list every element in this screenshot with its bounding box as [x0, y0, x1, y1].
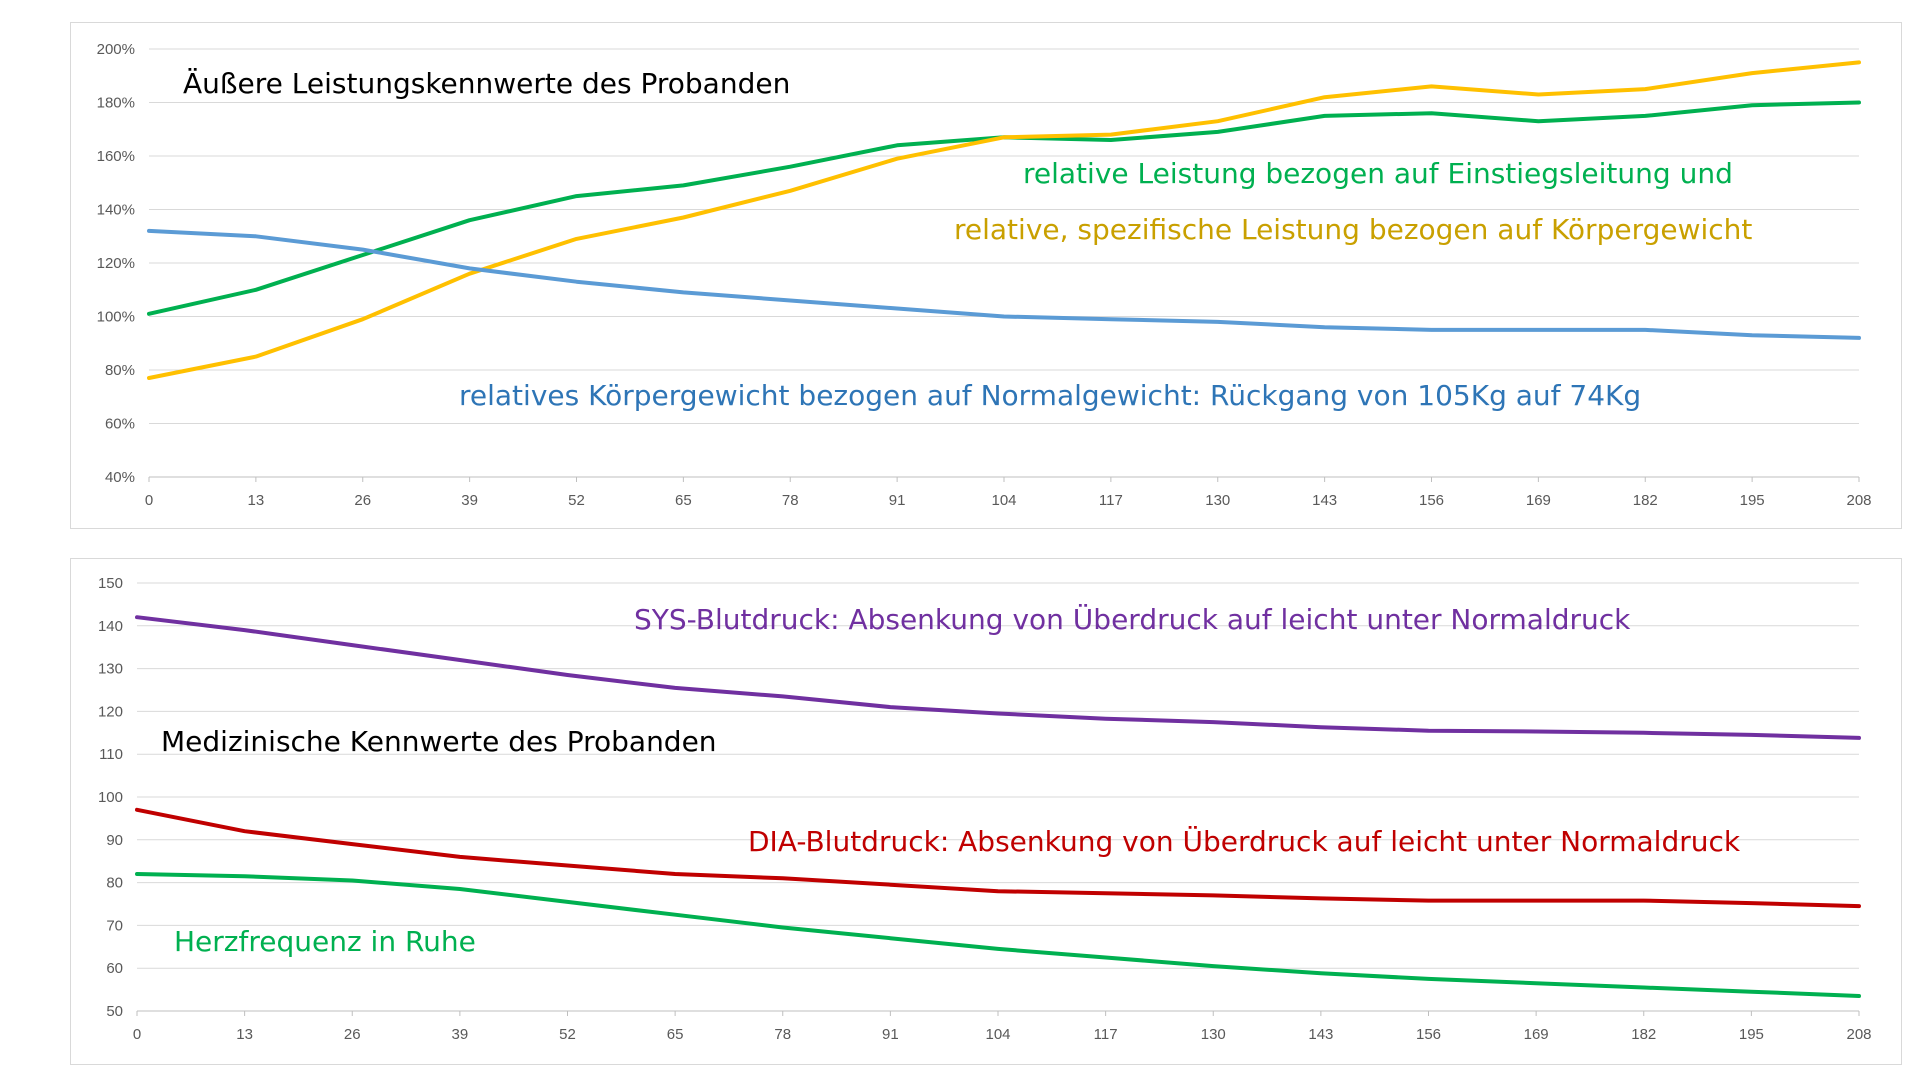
grid: [136, 582, 1860, 1016]
x-tick-label: 91: [889, 492, 906, 509]
annotation-relative-performance: relative Leistung bezogen auf Einstiegsl…: [1023, 157, 1733, 190]
performance-chart: 40% 60% 80% 100% 120% 140% 160% 180% 200% 0 13 26 3…: [97, 41, 1872, 509]
performance-chart-panel: 40% 60% 80% 100% 120% 140% 160% 180% 200% 0 13 26 3…: [70, 22, 1902, 529]
y-tick-label: 130: [98, 661, 123, 678]
chart-title: Äußere Leistungskennwerte des Probanden: [183, 67, 790, 100]
x-tick-label: 65: [675, 492, 692, 509]
y-tick-label: 70: [106, 917, 123, 934]
x-tick-label: 117: [1099, 492, 1123, 509]
x-tick-label: 143: [1312, 492, 1337, 509]
x-tick-label: 195: [1740, 492, 1765, 509]
x-tick-label: 52: [559, 1026, 576, 1043]
x-tick-label: 156: [1419, 492, 1444, 509]
y-tick-label: 180%: [97, 95, 135, 112]
series-line-1: [147, 60, 1861, 380]
chart-title: Medizinische Kennwerte des Probanden: [161, 725, 717, 758]
y-tick-label: 100%: [97, 309, 135, 326]
x-tick-label: 169: [1524, 1026, 1549, 1043]
grid: [148, 48, 1860, 482]
y-tick-label: 60: [106, 960, 123, 977]
medical-chart-panel: 50 60 70 80 90 100 110 120 130 140 150 0 13 26 39 52 65…: [70, 558, 1902, 1065]
x-axis-ticks: 0 13 26 39 52 65 78 91 104 117 130 143 156 169 182 195 2…: [133, 1026, 1872, 1043]
series-line-2: [147, 228, 1861, 340]
y-tick-label: 140%: [97, 202, 135, 219]
y-tick-label: 120: [98, 703, 123, 720]
x-tick-label: 208: [1846, 492, 1871, 509]
y-tick-label: 110: [99, 746, 123, 763]
y-axis-ticks: 40% 60% 80% 100% 120% 140% 160% 180% 200%: [97, 41, 135, 486]
series-lines: [135, 615, 1861, 998]
x-tick-label: 117: [1094, 1026, 1118, 1043]
y-tick-label: 120%: [97, 255, 135, 272]
y-tick-label: 90: [106, 832, 123, 849]
y-tick-label: 60%: [105, 416, 135, 433]
y-tick-label: 40%: [105, 469, 135, 486]
y-axis-ticks: 50 60 70 80 90 100 110 120 130 140 150: [98, 575, 123, 1020]
medical-chart: 50 60 70 80 90 100 110 120 130 140 150 0 13 26 39 52 65…: [98, 575, 1872, 1043]
series-line-0: [135, 615, 1861, 740]
series-line-0: [147, 100, 1861, 316]
x-axis-ticks: 0 13 26 39 52 65 78 91 104 117 130 143 156 169 182 195 2…: [145, 492, 1872, 509]
x-tick-label: 169: [1526, 492, 1551, 509]
y-tick-label: 140: [98, 618, 123, 635]
x-tick-label: 26: [344, 1026, 361, 1043]
x-tick-label: 39: [461, 492, 478, 509]
annotation-dia-bloodpressure: DIA-Blutdruck: Absenkung von Überdruck a…: [748, 824, 1741, 858]
x-tick-label: 195: [1739, 1026, 1764, 1043]
x-tick-label: 156: [1416, 1026, 1441, 1043]
annotation-body-weight: relatives Körpergewicht bezogen auf Norm…: [459, 379, 1641, 412]
y-tick-label: 160%: [97, 148, 135, 165]
y-tick-label: 50: [106, 1003, 123, 1020]
x-tick-label: 91: [882, 1026, 899, 1043]
x-tick-label: 130: [1201, 1026, 1226, 1043]
y-tick-label: 80: [106, 875, 123, 892]
x-tick-label: 182: [1631, 1026, 1656, 1043]
series-lines: [147, 60, 1861, 380]
x-tick-label: 39: [452, 1026, 469, 1043]
x-tick-label: 78: [782, 492, 799, 509]
x-tick-label: 65: [667, 1026, 684, 1043]
y-tick-label: 150: [98, 575, 123, 592]
annotation-sys-bloodpressure: SYS-Blutdruck: Absenkung von Überdruck a…: [634, 602, 1631, 636]
x-tick-label: 13: [236, 1026, 253, 1043]
y-tick-label: 100: [98, 789, 123, 806]
x-tick-label: 26: [354, 492, 371, 509]
x-tick-label: 208: [1846, 1026, 1871, 1043]
x-tick-label: 104: [991, 492, 1016, 509]
series-line-2: [135, 872, 1861, 998]
series-line-1: [135, 807, 1861, 909]
annotation-heart-rate: Herzfrequenz in Ruhe: [174, 925, 476, 958]
x-tick-label: 130: [1205, 492, 1230, 509]
x-tick-label: 52: [568, 492, 585, 509]
x-tick-label: 13: [248, 492, 265, 509]
x-tick-label: 78: [774, 1026, 791, 1043]
x-tick-label: 0: [133, 1026, 141, 1043]
x-tick-label: 104: [985, 1026, 1010, 1043]
y-tick-label: 80%: [105, 362, 135, 379]
x-tick-label: 0: [145, 492, 153, 509]
annotation-specific-performance: relative, spezifische Leistung bezogen a…: [954, 213, 1752, 246]
y-tick-label: 200%: [97, 41, 135, 58]
x-tick-label: 143: [1308, 1026, 1333, 1043]
x-tick-label: 182: [1633, 492, 1658, 509]
